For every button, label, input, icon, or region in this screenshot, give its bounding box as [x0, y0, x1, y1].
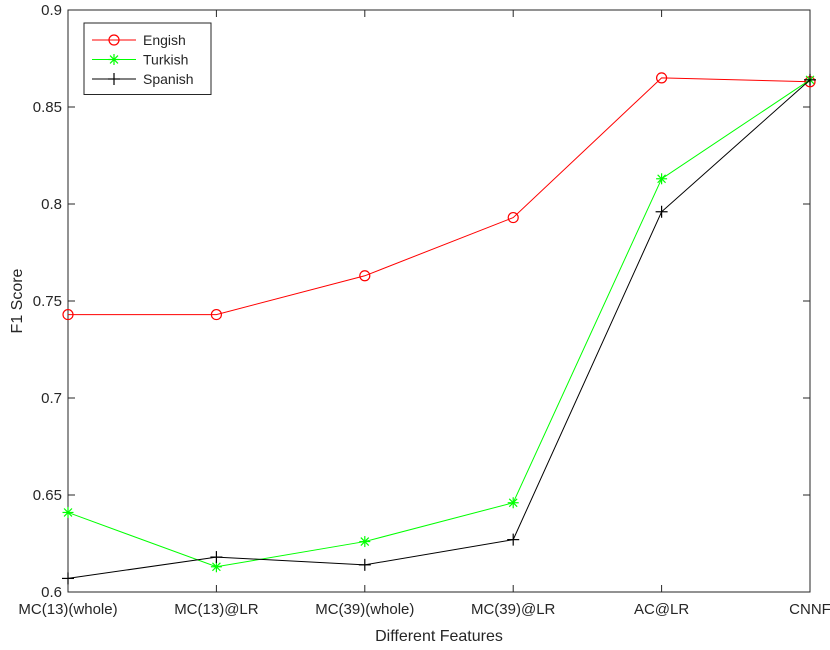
data-point — [210, 551, 223, 564]
y-tick-label: 0.65 — [33, 487, 62, 504]
data-point — [655, 205, 668, 218]
y-tick-label: 0.8 — [41, 196, 62, 213]
series-turkish — [62, 74, 816, 573]
data-point — [507, 533, 520, 546]
x-axis: MC(13)(whole) MC(13)@LR MC(39)(whole) MC(39… — [18, 10, 830, 618]
x-tick-label: MC(39)(whole) — [315, 601, 414, 618]
x-tick-label: MC(13)(whole) — [18, 601, 117, 618]
x-tick-label: AC@LR — [634, 601, 689, 618]
legend: Engish Turkish Spanish — [83, 22, 212, 95]
y-tick-label: 0.9 — [41, 2, 62, 19]
data-point — [507, 497, 519, 509]
plot-area — [67, 9, 811, 593]
series-group — [62, 72, 816, 585]
data-point — [62, 572, 74, 585]
data-point — [358, 558, 371, 571]
legend-item: Spanish — [92, 71, 194, 87]
series-line — [67, 79, 811, 579]
data-point — [359, 536, 371, 548]
data-point — [656, 173, 668, 185]
legend-marker — [108, 73, 120, 85]
y-tick-label: 0.85 — [33, 99, 62, 116]
x-axis-label: Different Features — [375, 628, 503, 645]
data-point — [62, 308, 74, 321]
data-point — [210, 561, 222, 573]
legend-label: Turkish — [143, 52, 188, 68]
legend-label: Spanish — [143, 71, 194, 87]
y-axis-label: F1 Score — [9, 268, 26, 333]
legend-marker — [108, 54, 120, 65]
data-point — [62, 506, 74, 518]
x-tick-label: MC(13)@LR — [174, 601, 259, 618]
data-point — [507, 211, 519, 224]
y-tick-label: 0.6 — [41, 584, 62, 601]
legend-box — [83, 22, 212, 95]
series-line — [67, 79, 811, 568]
series-line — [68, 77, 811, 316]
series-spanish — [62, 73, 816, 585]
data-point — [210, 308, 222, 321]
data-point — [359, 270, 371, 282]
legend-label: Engish — [143, 32, 186, 48]
legend-item: Engish — [92, 32, 186, 48]
data-point — [655, 72, 668, 84]
legend-item: Turkish — [92, 52, 188, 68]
x-tick-label: CNNF — [789, 601, 830, 618]
y-axis: 0.6 0.65 0.7 0.75 0.8 0.85 0.9 — [33, 2, 810, 601]
legend-marker — [108, 34, 120, 46]
data-point — [804, 73, 816, 86]
y-tick-label: 0.7 — [41, 390, 62, 407]
y-tick-label: 0.75 — [33, 293, 62, 310]
x-tick-label: MC(39)@LR — [471, 601, 556, 618]
